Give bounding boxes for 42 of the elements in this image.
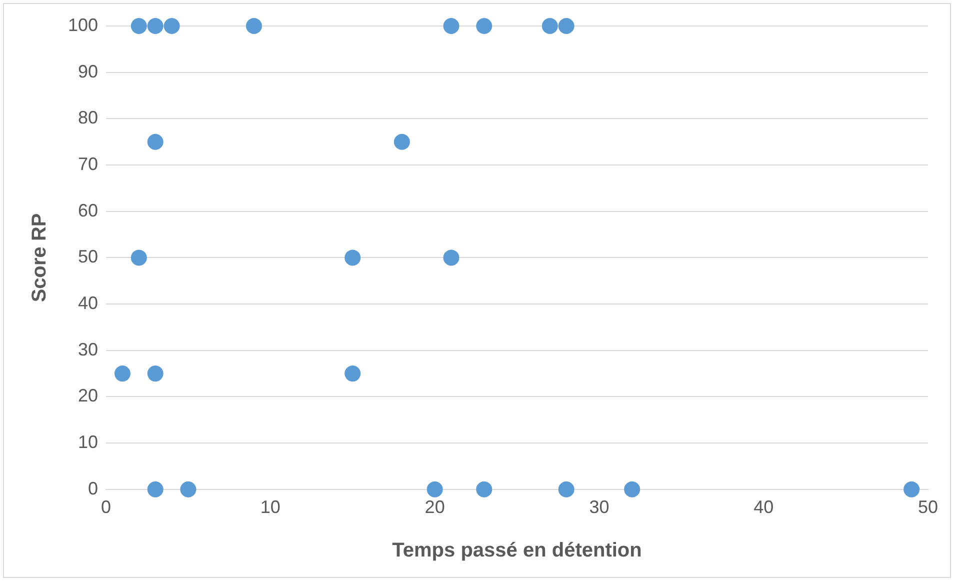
point	[130, 18, 147, 34]
y-tick-label: 10	[78, 432, 98, 452]
y-tick-label: 40	[78, 293, 98, 314]
point	[904, 481, 920, 498]
y-tick-label: 0	[88, 478, 98, 498]
y-tick-label: 90	[78, 61, 98, 82]
point	[344, 250, 361, 266]
y-tick-label: 50	[78, 246, 98, 267]
point	[147, 481, 164, 498]
point	[443, 18, 460, 34]
point	[147, 18, 164, 34]
point	[476, 18, 492, 34]
point	[114, 366, 130, 382]
y-tick-label: 20	[78, 386, 98, 406]
point	[246, 18, 262, 34]
point	[147, 366, 164, 382]
point	[147, 134, 164, 150]
point	[164, 18, 180, 34]
y-tick-label: 100	[68, 14, 98, 35]
y-tick-label: 70	[78, 154, 98, 174]
point	[394, 134, 410, 150]
point	[624, 481, 640, 498]
y-tick-label: 30	[78, 339, 98, 360]
point	[180, 481, 196, 498]
point	[344, 366, 361, 382]
x-tick-label: 0	[101, 497, 112, 518]
x-tick-label: 20	[424, 497, 445, 518]
point	[443, 250, 460, 266]
x-tick-label: 40	[754, 497, 774, 518]
x-tick-label: 30	[589, 497, 610, 518]
point	[558, 18, 574, 34]
point	[542, 18, 558, 34]
point	[476, 481, 492, 498]
point	[558, 481, 574, 498]
x-axis-title: Temps passé en détention	[392, 540, 642, 562]
y-tick-label: 80	[78, 108, 98, 128]
point	[130, 250, 147, 266]
x-tick-label: 10	[260, 497, 280, 518]
y-tick-label: 60	[78, 200, 98, 220]
y-axis-title: Score RP	[28, 213, 51, 302]
point	[426, 481, 443, 498]
x-tick-label: 50	[918, 497, 938, 518]
